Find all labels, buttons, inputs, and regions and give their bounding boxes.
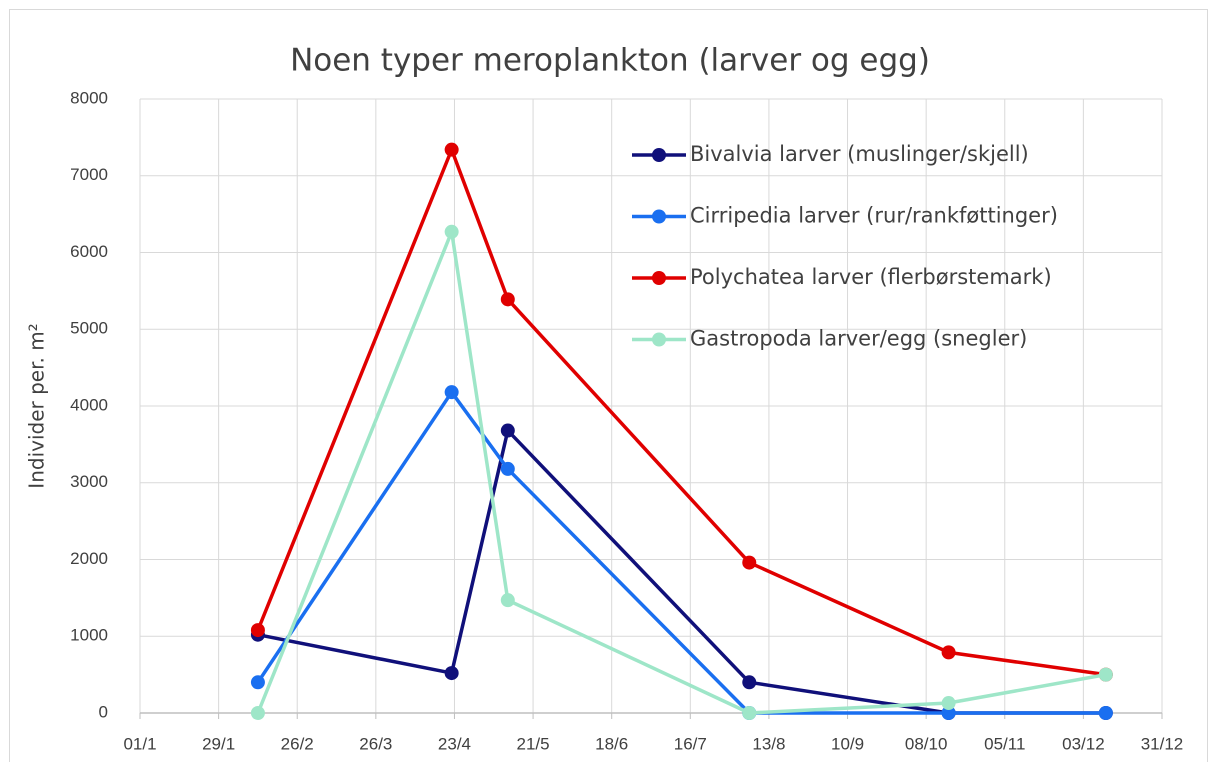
data-point (500, 461, 515, 476)
legend-label: Bivalvia larver (muslinger/skjell) (690, 142, 1029, 166)
y-tick-label: 0 (99, 702, 108, 721)
data-point (500, 593, 515, 608)
data-point (742, 675, 757, 690)
data-point (941, 706, 956, 720)
y-tick-label: 1000 (70, 626, 108, 645)
x-tick-label: 31/12 (1141, 734, 1184, 753)
x-tick-label: 10/9 (831, 734, 864, 753)
series-line (256, 390, 1106, 715)
data-point (500, 423, 515, 438)
x-tick-label: 21/5 (517, 734, 550, 753)
x-tick-label: 23/4 (438, 734, 471, 753)
x-tick-label: 03/12 (1062, 734, 1105, 753)
data-point (250, 706, 265, 720)
x-tick-label: 26/3 (359, 734, 392, 753)
data-point (250, 675, 265, 690)
x-tick-label: 16/7 (674, 734, 707, 753)
y-tick-label: 8000 (70, 88, 108, 107)
data-point (1098, 667, 1113, 682)
data-point (444, 224, 459, 239)
x-tick-label: 29/1 (202, 734, 235, 753)
data-point (742, 555, 757, 570)
data-point (941, 696, 956, 711)
y-tick-label: 6000 (70, 242, 108, 261)
legend-marker (652, 209, 666, 224)
data-point (500, 292, 515, 307)
legend-marker (652, 332, 666, 347)
series-line (256, 230, 1107, 715)
legend-marker (652, 148, 666, 162)
y-tick-label: 3000 (70, 472, 108, 491)
y-tick-label: 7000 (70, 165, 108, 184)
y-axis-label: Individer per. m² (25, 323, 49, 488)
x-tick-label: 01/1 (123, 734, 156, 753)
data-point (444, 666, 459, 681)
legend-label: Gastropoda larver/egg (snegler) (690, 327, 1027, 351)
series-line (256, 147, 1107, 677)
legend-label: Polychatea larver (flerbørstemark) (690, 265, 1052, 289)
data-point (941, 645, 956, 660)
legend-label: Cirripedia larver (rur/rankføttinger) (690, 204, 1058, 228)
x-tick-label: 18/6 (595, 734, 628, 753)
y-tick-label: 5000 (70, 319, 108, 338)
data-point (742, 706, 757, 720)
x-tick-label: 08/10 (905, 734, 948, 753)
y-tick-label: 2000 (70, 549, 108, 568)
data-point (250, 623, 265, 638)
x-tick-label: 13/8 (752, 734, 785, 753)
chart-title: Noen typer meroplankton (larver og egg) (290, 43, 930, 79)
legend-marker (652, 271, 666, 285)
x-tick-label: 26/2 (281, 734, 314, 753)
data-point (444, 385, 459, 400)
y-tick-label: 4000 (70, 395, 108, 414)
data-point (444, 142, 459, 157)
data-point (1098, 706, 1113, 720)
x-tick-label: 05/11 (984, 734, 1025, 753)
